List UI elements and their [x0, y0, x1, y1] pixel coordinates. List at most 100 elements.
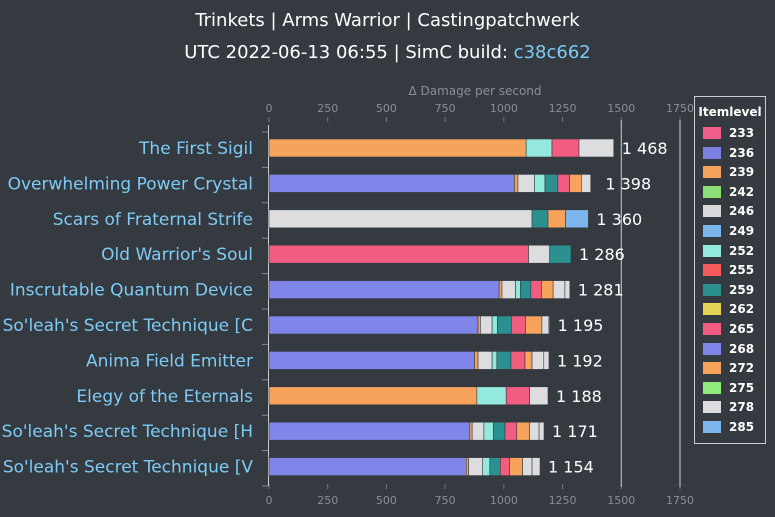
- legend-label: 275: [729, 380, 755, 395]
- legend-item-265[interactable]: 265: [703, 322, 754, 336]
- bar-segment-252: [476, 386, 507, 406]
- bar-segment-272: [477, 315, 481, 335]
- legend-swatch: [703, 244, 721, 257]
- legend-item-272[interactable]: 272: [703, 361, 754, 375]
- bar-segment-272: [474, 351, 479, 370]
- bar-segment-278: [529, 386, 549, 406]
- bar-segment-272: [465, 457, 469, 476]
- bar-segment-268: [268, 315, 479, 335]
- legend-swatch: [703, 166, 721, 179]
- bar-segment-278: [541, 315, 550, 335]
- bar-segment-265: [551, 138, 580, 158]
- legend-label: 252: [729, 243, 755, 258]
- category-label: So'leah's Secret Technique [H: [2, 422, 253, 442]
- legend-label: 268: [729, 341, 755, 356]
- x-tick-label-top: 500: [376, 102, 397, 115]
- bar-segment-259: [544, 174, 559, 193]
- legend-label: 285: [729, 420, 755, 434]
- bar-segment-265: [504, 421, 518, 441]
- bar-segment-278: [528, 244, 550, 264]
- bar-segment-278: [581, 174, 592, 193]
- category-label: Elegy of the Eternals: [76, 387, 253, 407]
- x-tick-label-bottom: 1750: [666, 494, 694, 507]
- legend-label: 236: [729, 145, 755, 160]
- x-tick-label-bottom: 250: [317, 494, 338, 507]
- total-label: 1 286: [579, 245, 625, 264]
- bar-segment-252: [482, 457, 491, 476]
- legend-label: 242: [729, 184, 755, 199]
- x-tick-label-bottom: 1000: [490, 494, 518, 507]
- bar-segment-259: [531, 209, 549, 229]
- legend-item-255[interactable]: 255: [703, 263, 754, 277]
- bar-segment-285: [565, 209, 589, 229]
- legend-swatch: [703, 225, 721, 237]
- bar-segment-268: [268, 421, 471, 441]
- legend-label: 233: [729, 126, 755, 140]
- bar-segment-272: [514, 174, 519, 193]
- legend-item-262[interactable]: 262: [703, 302, 754, 316]
- legend-item-278[interactable]: 278: [703, 400, 754, 414]
- bar-segment-268: [268, 351, 475, 370]
- bar-segment-272: [525, 315, 543, 335]
- bar-segment-265: [510, 351, 526, 370]
- bar-segment-259: [519, 280, 532, 299]
- chart-subtitle: UTC 2022-06-13 06:55 | SimC build: c38c6…: [0, 42, 775, 63]
- legend-item-249[interactable]: 249: [703, 224, 754, 238]
- legend-item-246[interactable]: 246: [703, 204, 754, 218]
- legend-swatch: [703, 342, 721, 355]
- category-label: The First Sigil: [138, 139, 253, 159]
- bar-segment-272: [541, 280, 554, 299]
- legend-item-242[interactable]: 242: [703, 185, 754, 199]
- legend-item-252[interactable]: 252: [703, 244, 754, 258]
- bar-segment-278: [531, 351, 545, 370]
- legend: Itemlevel 233 236 239 242 246 249 252 255 259 262…: [694, 96, 766, 444]
- total-label: 1 398: [605, 174, 651, 193]
- legend-item-233[interactable]: 233: [703, 126, 754, 140]
- legend-swatch: [703, 401, 721, 414]
- bar-segment-272: [509, 457, 523, 476]
- category-label: So'leah's Secret Technique [V: [3, 458, 254, 478]
- category-label: Anima Field Emitter: [86, 351, 253, 371]
- x-tick-label-bottom: 1250: [549, 494, 577, 507]
- bar-segment-272: [268, 138, 527, 158]
- x-axis-title: Δ Damage per second: [408, 84, 541, 98]
- bar-segment-259: [496, 351, 512, 370]
- x-tick-label-top: 0: [266, 102, 273, 115]
- legend-swatch: [703, 264, 721, 277]
- x-tick-label-bottom: 750: [435, 494, 456, 507]
- legend-swatch: [703, 205, 721, 218]
- bar-segment-278: [543, 351, 550, 370]
- legend-item-259[interactable]: 259: [703, 283, 754, 297]
- build-hash-link[interactable]: c38c662: [513, 42, 591, 63]
- bar-segment-252: [491, 351, 498, 370]
- legend-item-275[interactable]: 275: [703, 381, 754, 395]
- bar-segment-278: [517, 174, 535, 193]
- legend-item-239[interactable]: 239: [703, 165, 754, 179]
- category-label: Old Warrior's Soul: [101, 245, 253, 265]
- bar-segment-268: [268, 174, 515, 193]
- bar-segment-259: [549, 244, 572, 264]
- bar-segment-272: [498, 280, 503, 299]
- legend-swatch: [703, 283, 721, 296]
- bar-segment-278: [477, 351, 493, 370]
- x-tick-label-top: 1250: [549, 102, 577, 115]
- legend-item-268[interactable]: 268: [703, 342, 754, 356]
- bar-segment-278: [531, 457, 541, 476]
- chart-title: Trinkets | Arms Warrior | Castingpatchwe…: [195, 10, 580, 31]
- legend-swatch: [703, 323, 721, 335]
- total-label: 1 171: [552, 422, 598, 441]
- legend-swatch: [703, 421, 721, 433]
- x-tick-label-top: 1000: [490, 102, 518, 115]
- bar-segment-259: [496, 315, 512, 335]
- legend-label: 255: [729, 263, 755, 278]
- bar-segment-278: [471, 421, 485, 441]
- category-label: Inscrutable Quantum Device: [10, 281, 253, 301]
- bar-segment-259: [492, 421, 506, 441]
- bar-segment-252: [515, 280, 521, 299]
- total-label: 1 154: [548, 458, 594, 477]
- bar-segment-252: [491, 315, 498, 335]
- bar-segment-272: [516, 421, 530, 441]
- legend-swatch: [703, 127, 721, 139]
- legend-item-236[interactable]: 236: [703, 146, 754, 160]
- legend-item-285[interactable]: 285: [703, 420, 754, 434]
